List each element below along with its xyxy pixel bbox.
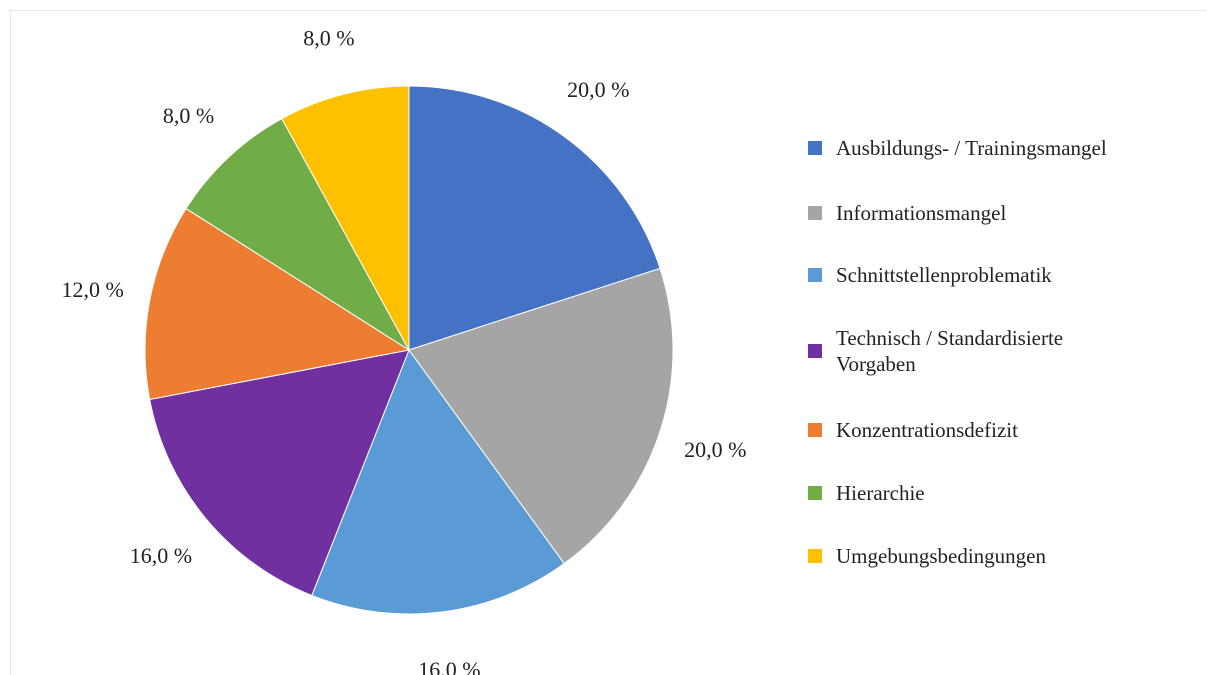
pie-slice-1 <box>408 85 661 351</box>
legend-item-3: Schnittstellenproblematik <box>808 262 1188 288</box>
data-label-1: 20,0 % <box>567 77 629 102</box>
data-label-7: 8,0 % <box>303 26 354 51</box>
legend-label: Hierarchie <box>836 481 925 505</box>
legend-item-2: Informationsmangel <box>808 200 1188 226</box>
data-label-6: 8,0 % <box>163 103 214 128</box>
pie-slice-3 <box>311 348 565 615</box>
legend-swatch <box>808 549 822 563</box>
pie-slice-5 <box>144 207 411 401</box>
legend-item-7: Umgebungsbedingungen <box>808 543 1188 569</box>
legend-swatch <box>808 344 822 358</box>
pie-slice-7 <box>281 85 410 351</box>
legend-label: Konzentrationsdefizit <box>836 418 1018 442</box>
legend-label: Ausbildungs- / Trainingsmangel <box>836 136 1107 160</box>
legend-item-6: Hierarchie <box>808 480 1188 506</box>
legend-label: Informationsmangel <box>836 201 1007 225</box>
data-label-2: 20,0 % <box>684 437 746 462</box>
data-label-4: 16,0 % <box>130 543 192 568</box>
data-label-5: 12,0 % <box>62 277 124 302</box>
pie-slice-4 <box>149 349 410 597</box>
chart-area <box>10 10 1206 675</box>
pie-slice-6 <box>185 117 410 351</box>
legend-swatch <box>808 141 822 155</box>
legend-label: Technisch / Standardisierte Vorgaben <box>836 326 1064 376</box>
legend-swatch <box>808 268 822 282</box>
legend-item-1: Ausbildungs- / Trainingsmangel <box>808 135 1188 161</box>
legend-label: Schnittstellenproblematik <box>836 263 1052 287</box>
pie-slice-2 <box>408 267 674 565</box>
legend-item-5: Konzentrationsdefizit <box>808 417 1188 443</box>
legend-item-4: Technisch / Standardisierte Vorgaben <box>808 325 1188 377</box>
legend-swatch <box>808 423 822 437</box>
data-label-3: 16,0 % <box>418 657 480 675</box>
legend-swatch <box>808 206 822 220</box>
legend-swatch <box>808 486 822 500</box>
legend-label: Umgebungsbedingungen <box>836 544 1046 568</box>
